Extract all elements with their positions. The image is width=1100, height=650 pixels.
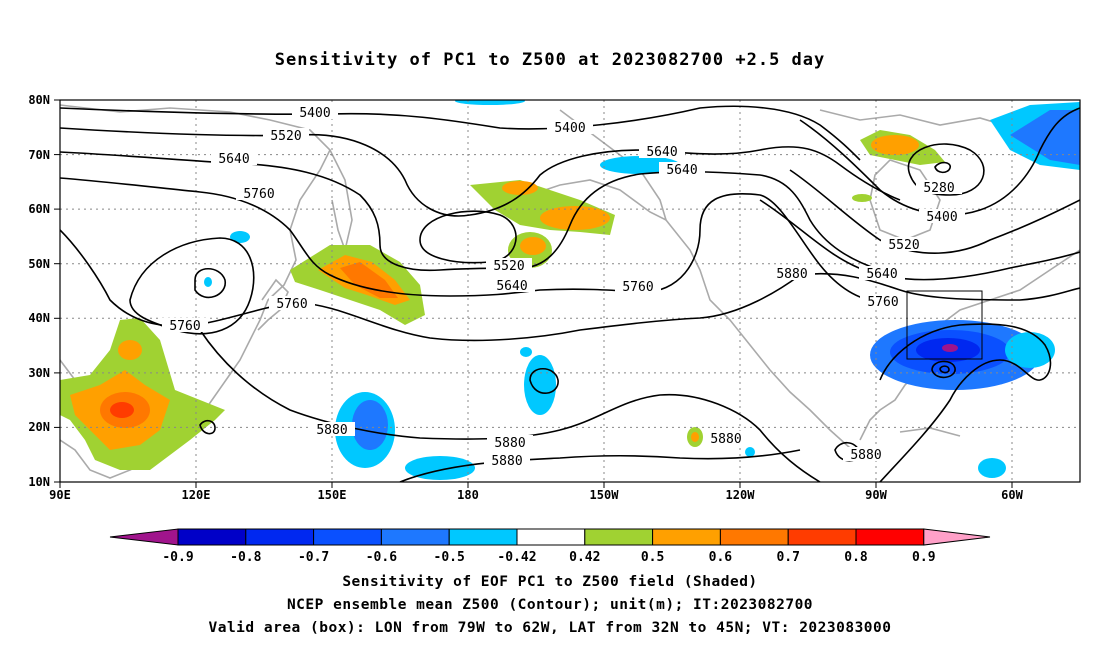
contour-5880-ring (529, 367, 559, 394)
y-axis-ticks (54, 99, 60, 483)
contour-label: 5400 (926, 210, 957, 225)
contour-label: 5880 (710, 432, 741, 447)
contour-label: 5520 (493, 259, 524, 274)
contour-label: 5760 (867, 295, 898, 310)
contour-label: 5760 (622, 280, 653, 295)
lat-tick-label: 80N (28, 93, 50, 107)
colorbar-label: -0.8 (230, 550, 261, 565)
plot-frame (59, 99, 1081, 483)
x-axis-ticks (59, 482, 1013, 488)
lon-tick-label: 120E (182, 488, 211, 502)
colorbar-label: 0.42 (569, 550, 600, 565)
contour-label: 5880 (494, 436, 525, 451)
colorbar-cell (448, 528, 518, 546)
colorbar-label: 0.8 (844, 550, 868, 565)
hudson-bay (869, 159, 941, 241)
contour-label: 5520 (888, 238, 919, 253)
colorbar-under-triangle (109, 528, 179, 546)
contour-5880-low (194, 267, 226, 299)
colorbar-cell (245, 528, 315, 546)
colorbar (109, 528, 991, 546)
contour-label: 5640 (866, 267, 897, 282)
contour-label: 5880 (850, 448, 881, 463)
contour-label: 5760 (169, 319, 200, 334)
caption-valid-area: Valid area (box): LON from 79W to 62W, L… (208, 620, 892, 636)
lon-tick-label: 150W (590, 488, 620, 502)
lat-tick-label: 10N (28, 475, 50, 489)
contour-label: 5400 (299, 106, 330, 121)
colorbar-label: -0.7 (298, 550, 329, 565)
contour-label: 5880 (491, 454, 522, 469)
lon-tick-label: 150E (318, 488, 347, 502)
cuba (899, 427, 961, 437)
contour-5520-arctic (789, 169, 1080, 254)
colorbar-label: -0.9 (162, 550, 193, 565)
lon-tick-label: 90W (865, 488, 887, 502)
lat-tick-label: 50N (28, 257, 50, 271)
contour-5880-tiny (199, 419, 216, 435)
contour-label: 5880 (776, 267, 807, 282)
contour-label: 5520 (270, 129, 301, 144)
colorbar-cell (652, 528, 721, 546)
contour-label: 5400 (554, 121, 585, 136)
contour-5280-inner (934, 161, 951, 174)
colorbar-cell (313, 528, 382, 546)
contour-5640-arctic (759, 199, 1080, 281)
contour-vortex (931, 360, 956, 379)
contour-label: 5880 (316, 423, 347, 438)
lat-tick-label: 30N (28, 366, 50, 380)
valid-area-box (906, 290, 983, 360)
contour-vortex-inner (939, 365, 950, 374)
contour-label: 5640 (646, 145, 677, 160)
contour-5880-subtrop (199, 329, 821, 482)
contour-5880-east (879, 323, 1052, 482)
colorbar-cell (787, 528, 857, 546)
lat-tick-label: 40N (28, 311, 50, 325)
caption-shading: Sensitivity of EOF PC1 to Z500 field (Sh… (342, 574, 758, 590)
contour-5760-a (60, 177, 881, 303)
lat-tick-label: 60N (28, 202, 50, 216)
colorbar-cell (719, 528, 789, 546)
contour-label: 5640 (496, 279, 527, 294)
lat-tick-label: 70N (28, 148, 50, 162)
contour-5880-south (399, 449, 801, 482)
colorbar-label: 0.5 (641, 550, 664, 565)
contour-5400-a (60, 105, 861, 161)
lon-tick-label: 120W (726, 488, 756, 502)
colorbar-cell (855, 528, 925, 546)
colorbar-cell (584, 528, 654, 546)
contour-label: 5760 (243, 187, 274, 202)
contour-5520-low (419, 210, 517, 264)
lon-tick-label: 90E (49, 488, 71, 502)
colorbar-label: -0.5 (434, 550, 465, 565)
colorbar-label: 0.7 (776, 550, 799, 565)
lon-tick-label: 180 (457, 488, 479, 502)
colorbar-label: -0.6 (366, 550, 397, 565)
lat-tick-label: 20N (28, 420, 50, 434)
contour-label: 5640 (218, 152, 249, 167)
colorbar-cell (380, 528, 450, 546)
colorbar-cell (516, 528, 586, 546)
map-title: Sensitivity of PC1 to Z500 at 2023082700… (274, 50, 826, 70)
colorbar-over-triangle (923, 528, 991, 546)
contour-label: 5640 (666, 163, 697, 178)
north-america-west-coast (665, 219, 871, 461)
caption-contour: NCEP ensemble mean Z500 (Contour); unit(… (286, 597, 814, 613)
colorbar-label: -0.42 (497, 550, 536, 565)
contour-label: 5280 (923, 181, 954, 196)
lon-tick-label: 60W (1001, 488, 1023, 502)
contour-label-layer: 5400 5400 5520 5520 5640 5640 5640 5640 … (162, 105, 965, 469)
contour-label: 5760 (276, 297, 307, 312)
colorbar-label: 0.6 (709, 550, 733, 565)
colorbar-cell (177, 528, 247, 546)
colorbar-label: 0.9 (912, 550, 935, 565)
kamchatka (329, 149, 353, 253)
sensitivity-map: 5400 5400 5520 5520 5640 5640 5640 5640 … (28, 93, 1081, 565)
contour-5400-arctic (799, 107, 1080, 216)
